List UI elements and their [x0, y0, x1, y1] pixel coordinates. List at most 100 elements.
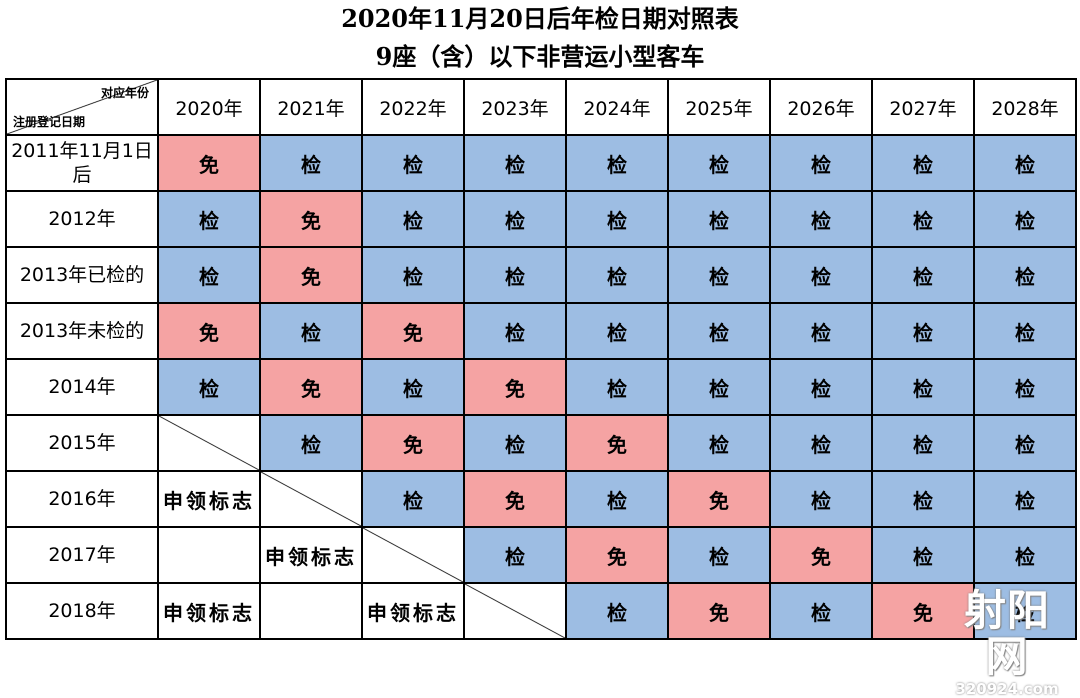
exempt-cell: 免: [157, 134, 261, 192]
inspect-cell: 检: [973, 582, 1077, 640]
corner-cell: 对应年份 注册登记日期: [5, 78, 159, 136]
table-row: 2015年检免检免检检检检: [5, 414, 1077, 472]
registration-date-label: 2011年11月1日后: [5, 134, 159, 192]
inspect-cell: 检: [973, 134, 1077, 192]
watermark-url: 320924.com: [955, 680, 1059, 698]
exempt-cell: 免: [463, 470, 567, 528]
table-row: 2013年已检的检免检检检检检检检: [5, 246, 1077, 304]
table-row: 2014年检免检免检检检检检: [5, 358, 1077, 416]
inspect-cell: 检: [871, 470, 975, 528]
page-subtitle: 9座（含）以下非营运小型客车: [375, 42, 705, 71]
table-row: 2017年 申领标志检免检免检检: [5, 526, 1077, 584]
inspect-cell: 检: [973, 414, 1077, 472]
apply-sticker-cell: 申领标志: [259, 526, 363, 584]
inspect-cell: 检: [259, 414, 363, 472]
inspect-cell: 检: [565, 358, 669, 416]
exempt-cell: 免: [871, 582, 975, 640]
inspect-cell: 检: [565, 190, 669, 248]
inspect-cell: 检: [565, 470, 669, 528]
inspect-cell: 检: [157, 358, 261, 416]
year-header: 2026年: [769, 78, 873, 136]
page-title: 2020年11月20日后年检日期对照表: [341, 4, 739, 33]
inspect-cell: 检: [463, 246, 567, 304]
inspect-cell: 检: [973, 526, 1077, 584]
inspect-cell: 检: [973, 302, 1077, 360]
exempt-cell: 免: [463, 358, 567, 416]
inspect-cell: 检: [259, 302, 363, 360]
inspect-cell: 检: [871, 526, 975, 584]
inspect-cell: 检: [769, 190, 873, 248]
exempt-cell: 免: [565, 414, 669, 472]
inspect-cell: 检: [361, 134, 465, 192]
inspect-cell: 检: [871, 358, 975, 416]
registration-date-label: 2015年: [5, 414, 159, 472]
inspect-cell: 检: [871, 134, 975, 192]
apply-sticker-cell: 申领标志: [361, 582, 465, 640]
year-header: 2021年: [259, 78, 363, 136]
exempt-cell: 免: [769, 526, 873, 584]
inspect-cell: 检: [463, 526, 567, 584]
inspect-cell: 检: [769, 582, 873, 640]
inspect-cell: 检: [973, 246, 1077, 304]
registration-date-label: 2014年: [5, 358, 159, 416]
registration-date-label: 2017年: [5, 526, 159, 584]
registration-date-label: 2012年: [5, 190, 159, 248]
apply-sticker-cell: 申领标志: [157, 582, 261, 640]
inspect-cell: 检: [361, 246, 465, 304]
exempt-cell: 免: [259, 246, 363, 304]
year-header: 2022年: [361, 78, 465, 136]
inspect-cell: 检: [565, 302, 669, 360]
registration-date-label: 2018年: [5, 582, 159, 640]
not-applicable-cell: [463, 582, 567, 640]
inspect-cell: 检: [361, 190, 465, 248]
inspect-cell: 检: [667, 134, 771, 192]
inspect-cell: 检: [667, 246, 771, 304]
inspect-cell: 检: [871, 246, 975, 304]
year-header: 2023年: [463, 78, 567, 136]
exempt-cell: 免: [361, 414, 465, 472]
not-applicable-cell: [157, 414, 261, 472]
exempt-cell: 免: [667, 582, 771, 640]
year-header: 2020年: [157, 78, 261, 136]
inspect-cell: 检: [871, 414, 975, 472]
apply-sticker-cell: 申领标志: [157, 470, 261, 528]
registration-date-label: 2016年: [5, 470, 159, 528]
inspection-table: 对应年份 注册登记日期 2020年 2021年 2022年 2023年 2024年 202…: [5, 78, 1077, 640]
exempt-cell: 免: [565, 526, 669, 584]
year-header: 2024年: [565, 78, 669, 136]
exempt-cell: 免: [361, 302, 465, 360]
exempt-cell: 免: [259, 358, 363, 416]
inspect-cell: 检: [667, 414, 771, 472]
inspect-cell: 检: [769, 358, 873, 416]
exempt-cell: 免: [157, 302, 261, 360]
inspect-cell: 检: [565, 134, 669, 192]
not-applicable-cell: [361, 526, 465, 584]
inspect-cell: 检: [259, 134, 363, 192]
header-row: 对应年份 注册登记日期 2020年 2021年 2022年 2023年 2024年 202…: [5, 78, 1077, 136]
inspect-cell: 检: [463, 414, 567, 472]
inspect-cell: 检: [667, 302, 771, 360]
inspect-cell: 检: [463, 302, 567, 360]
registration-date-label: 2013年未检的: [5, 302, 159, 360]
exempt-cell: 免: [259, 190, 363, 248]
inspect-cell: 检: [973, 358, 1077, 416]
inspect-cell: 检: [769, 414, 873, 472]
not-applicable-cell: [259, 470, 363, 528]
year-header: 2027年: [871, 78, 975, 136]
inspect-cell: 检: [361, 358, 465, 416]
corner-year-label: 对应年份: [100, 86, 149, 100]
inspect-cell: 检: [769, 134, 873, 192]
empty-cell: [259, 582, 363, 640]
year-header: 2025年: [667, 78, 771, 136]
inspect-cell: 检: [769, 470, 873, 528]
table-row: 2018年 申领标志 申领标志检免检免检: [5, 582, 1077, 640]
inspect-cell: 检: [157, 246, 261, 304]
inspect-cell: 检: [565, 582, 669, 640]
table-row: 2012年检免检检检检检检检: [5, 190, 1077, 248]
inspect-cell: 检: [973, 470, 1077, 528]
inspect-cell: 检: [463, 134, 567, 192]
inspect-cell: 检: [769, 302, 873, 360]
registration-date-label: 2013年已检的: [5, 246, 159, 304]
inspect-cell: 检: [871, 302, 975, 360]
inspect-cell: 检: [667, 358, 771, 416]
